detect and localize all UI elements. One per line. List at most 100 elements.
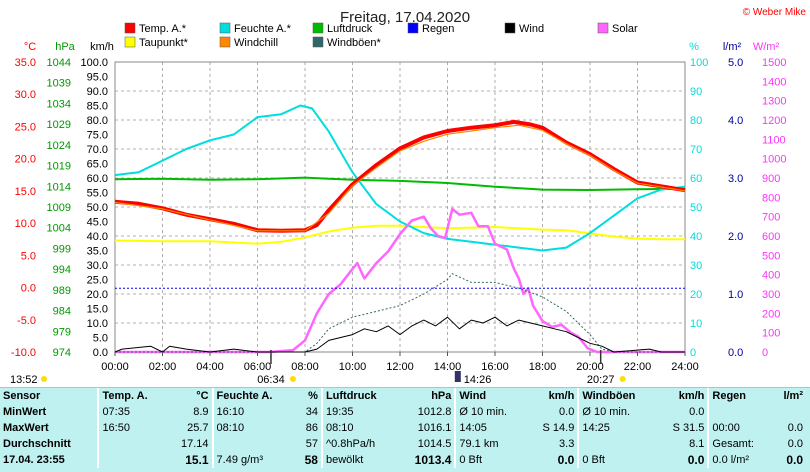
axis-unit-label: l/m² <box>723 41 742 53</box>
legend-swatch <box>219 36 231 48</box>
summary-cell: 58 <box>304 453 318 467</box>
summary-cell: 0.0 <box>786 453 803 467</box>
x-tick-label: 02:00 <box>149 361 177 373</box>
axis-tick-label: 0 <box>690 347 696 359</box>
x-tick-label: 16:00 <box>481 361 509 373</box>
axis-tick-label: 1029 <box>47 119 71 131</box>
axis-tick-label: 90.0 <box>87 86 108 98</box>
legend-swatch <box>124 22 136 34</box>
summary-cell <box>577 436 658 452</box>
axis-tick-label: 90 <box>690 86 702 98</box>
summary-header-cell: % <box>308 390 318 402</box>
axis-unit-label: km/h <box>90 41 114 53</box>
axis-tick-label: 1000 <box>762 154 786 166</box>
summary-cell: 8.1 <box>689 438 705 450</box>
summary-cell: 1016.1 <box>417 422 452 434</box>
summary-row-min: MinWert 07:35 8.9 16:10 34 19:35 1012.8 … <box>0 404 806 420</box>
chart-axes: 35.0 30.0 25.0 20.0 15.0 10.0 5.0 0.0 -5.0 -10.0 °… <box>11 41 787 359</box>
summary-row-avg: Durchschnitt 17.14 57 ^0.8hPa/h 1014.5 7… <box>0 436 806 452</box>
summary-table: Sensor Temp. A. °C Feuchte A. % Luftdruc… <box>0 387 810 472</box>
axis-tick-label: 989 <box>53 285 71 297</box>
series-line-feuchtea <box>114 104 686 252</box>
axis-tick-label: 5.0 <box>21 250 36 262</box>
series-line-tempa <box>114 119 686 233</box>
axis-tick-label: 4.0 <box>728 115 743 127</box>
axis-tick-label: 50.0 <box>87 202 108 214</box>
legend-label: Taupunkt* <box>139 37 189 49</box>
summary-cell: 0 Bft <box>577 452 658 468</box>
x-tick-label: 18:00 <box>529 361 557 373</box>
axis-tick-label: 600 <box>762 231 780 243</box>
axis-tick-label: 95.0 <box>87 72 108 84</box>
x-tick-label: 12:00 <box>386 361 414 373</box>
axis-tick-label: 10.0 <box>15 218 36 230</box>
summary-cell <box>211 436 296 452</box>
summary-cell: 3.3 <box>559 438 575 450</box>
axis-tick-label: 65.0 <box>87 159 108 171</box>
axis-tick-label: 20.0 <box>87 289 108 301</box>
summary-header-cell: Wind <box>454 388 528 404</box>
axis-tick-label: -5.0 <box>17 315 36 327</box>
axis-tick-label: 1009 <box>47 202 71 214</box>
legend-label: Feuchte A.* <box>234 23 292 35</box>
summary-header-cell: °C <box>196 390 209 402</box>
axis-tick-label: 10.0 <box>87 318 108 330</box>
axis-tick-label: 70 <box>690 144 702 156</box>
axis-tick-label: 25.0 <box>87 275 108 287</box>
sunrise-label: 06:34 <box>257 374 285 386</box>
axis-tick-label: 2.0 <box>728 231 743 243</box>
axis-tick-label: 900 <box>762 173 780 185</box>
axis-tick-label: 80 <box>690 115 702 127</box>
series-line-solar <box>115 207 685 354</box>
legend-swatch <box>597 22 609 34</box>
chart-legend: Temp. A.* Feuchte A.* Luftdruck Regen Wind So… <box>124 22 638 49</box>
chart-series <box>114 104 686 354</box>
legend-label: Windchill <box>234 37 278 49</box>
series-line-windben <box>115 273 685 353</box>
axis-tick-label: 1024 <box>47 140 71 152</box>
axis-tick-label: 15.0 <box>87 304 108 316</box>
axis-tick-label: -10.0 <box>11 347 36 359</box>
axis-tick-label: 55.0 <box>87 188 108 200</box>
summary-cell <box>97 452 168 468</box>
legend-swatch <box>312 36 324 48</box>
summary-cell: 17.04. 23:55 <box>3 454 65 466</box>
axis-tick-label: 100.0 <box>80 57 108 69</box>
summary-cell: ^0.8hPa/h <box>320 436 398 452</box>
axis-tick-label: 300 <box>762 289 780 301</box>
summary-cell: 0.0 <box>787 438 803 450</box>
legend-swatch <box>219 22 231 34</box>
summary-cell: 34 <box>305 406 318 418</box>
axis-tick-label: 30 <box>690 260 702 272</box>
summary-cell: 16:50 <box>97 420 168 436</box>
axis-tick-label: 1044 <box>47 57 71 69</box>
axis-tick-label: 1500 <box>762 57 786 69</box>
axis-tick-label: 974 <box>53 347 71 359</box>
series-line-luftdruck <box>114 176 686 191</box>
x-tick-label: 04:00 <box>196 361 224 373</box>
legend-swatch <box>407 22 419 34</box>
axis-tick-label: 700 <box>762 212 780 224</box>
axis-tick-label: 40.0 <box>87 231 108 243</box>
x-tick-label: 10:00 <box>339 361 367 373</box>
summary-cell: Ø 10 min. <box>454 404 528 420</box>
summary-cell: 57 <box>305 438 318 450</box>
summary-cell: S 31.5 <box>672 422 705 434</box>
summary-cell: 0.0 <box>689 406 705 418</box>
legend-swatch <box>312 22 324 34</box>
summary-cell: 14:25 <box>577 420 658 436</box>
axis-tick-label: 75.0 <box>87 130 108 142</box>
axis-tick-label: 800 <box>762 192 780 204</box>
summary-cell: 15.1 <box>185 453 209 467</box>
summary-cell: 19:35 <box>320 404 398 420</box>
axis-tick-label: 60.0 <box>87 173 108 185</box>
x-tick-label: 22:00 <box>624 361 652 373</box>
summary-cell: 25.7 <box>187 422 209 434</box>
x-axis: 00:00 02:00 04:00 06:00 08:00 10:00 12:00 14:00… <box>10 350 699 386</box>
axis-unit-label: W/m² <box>753 41 780 53</box>
axis-tick-label: 5.0 <box>93 333 108 345</box>
axis-tick-label: 10 <box>690 318 702 330</box>
axis-tick-label: 1004 <box>47 223 71 235</box>
sun-icon <box>41 376 47 382</box>
axis-tick-label: 0.0 <box>93 347 108 359</box>
